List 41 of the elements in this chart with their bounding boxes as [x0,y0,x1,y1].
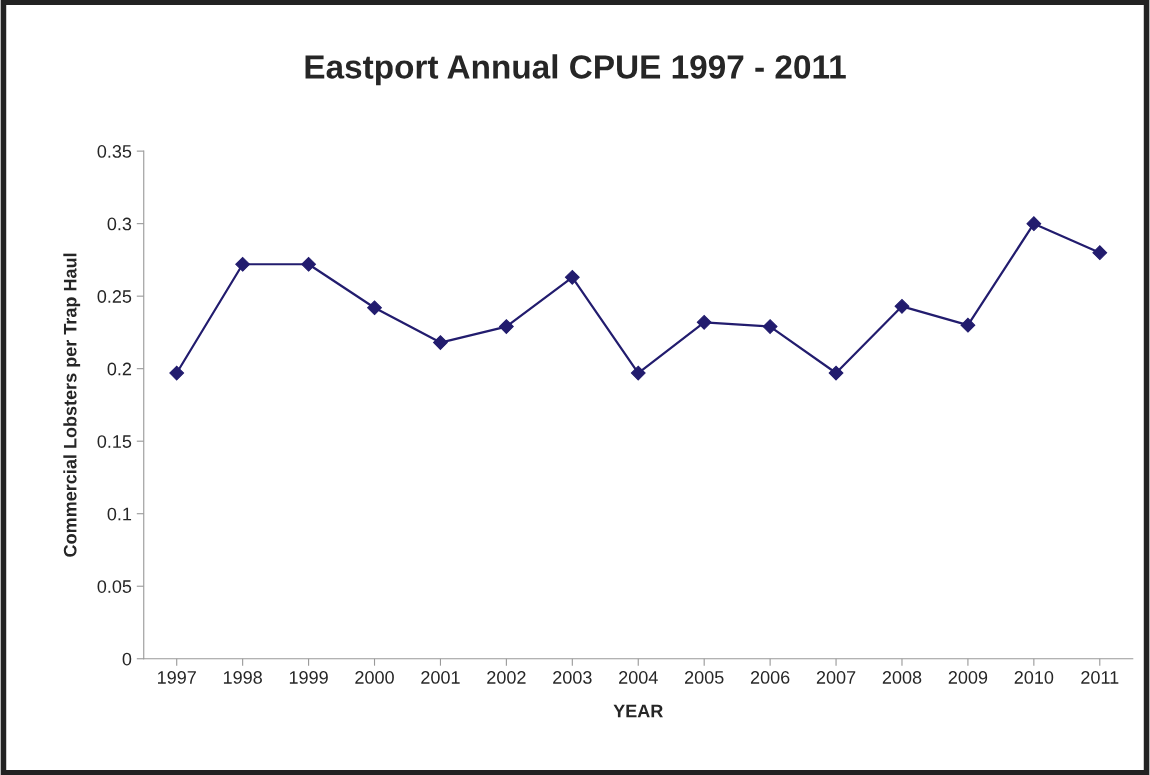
point [169,365,185,381]
x-tick-label: 2003 [553,671,592,684]
point [894,298,910,314]
x-tick-label: 1999 [289,671,328,684]
point [1092,245,1108,261]
x-tick-label: 2005 [685,671,724,684]
x-tick-label: 2010 [1014,671,1054,684]
y-tick-label: 0.3 [107,217,132,231]
x-tick-label: 2001 [421,671,460,684]
point [564,269,580,285]
x-tick-label: 2002 [487,671,526,684]
y-tick-label: 0.25 [97,290,132,303]
x-tick-label: 1998 [223,671,262,684]
point [301,256,316,272]
point [1026,216,1042,232]
point [960,317,976,333]
y-tick-label: 0 [122,652,132,666]
x-tick-label: 2007 [816,671,856,684]
x-axis-title: YEAR [613,704,663,718]
x-tick-label: 1997 [158,671,196,684]
point [498,319,514,335]
y-tick-label: 0.15 [97,435,132,448]
point [367,300,382,316]
x-tick-label: 2000 [355,671,394,684]
y-tick-label: 0.1 [107,507,132,521]
y-axis-title: Commercial Lobsters per Trap Haul [63,253,81,557]
point [235,256,251,272]
x-tick-label: 2011 [1081,671,1119,684]
point [828,365,844,381]
point [433,335,448,350]
chart-title: Eastport Annual CPUE 1997 - 2011 [305,54,846,86]
point [696,314,712,330]
point [630,365,646,381]
y-tick-label: 0.35 [97,145,132,158]
x-tick-label: 2006 [750,671,790,684]
x-tick-label: 2004 [619,671,658,684]
x-tick-label: 2009 [948,671,988,684]
point [762,319,778,335]
y-tick-label: 0.05 [97,580,132,593]
y-tick-label: 0.2 [107,362,132,376]
x-tick-label: 2008 [882,671,922,684]
